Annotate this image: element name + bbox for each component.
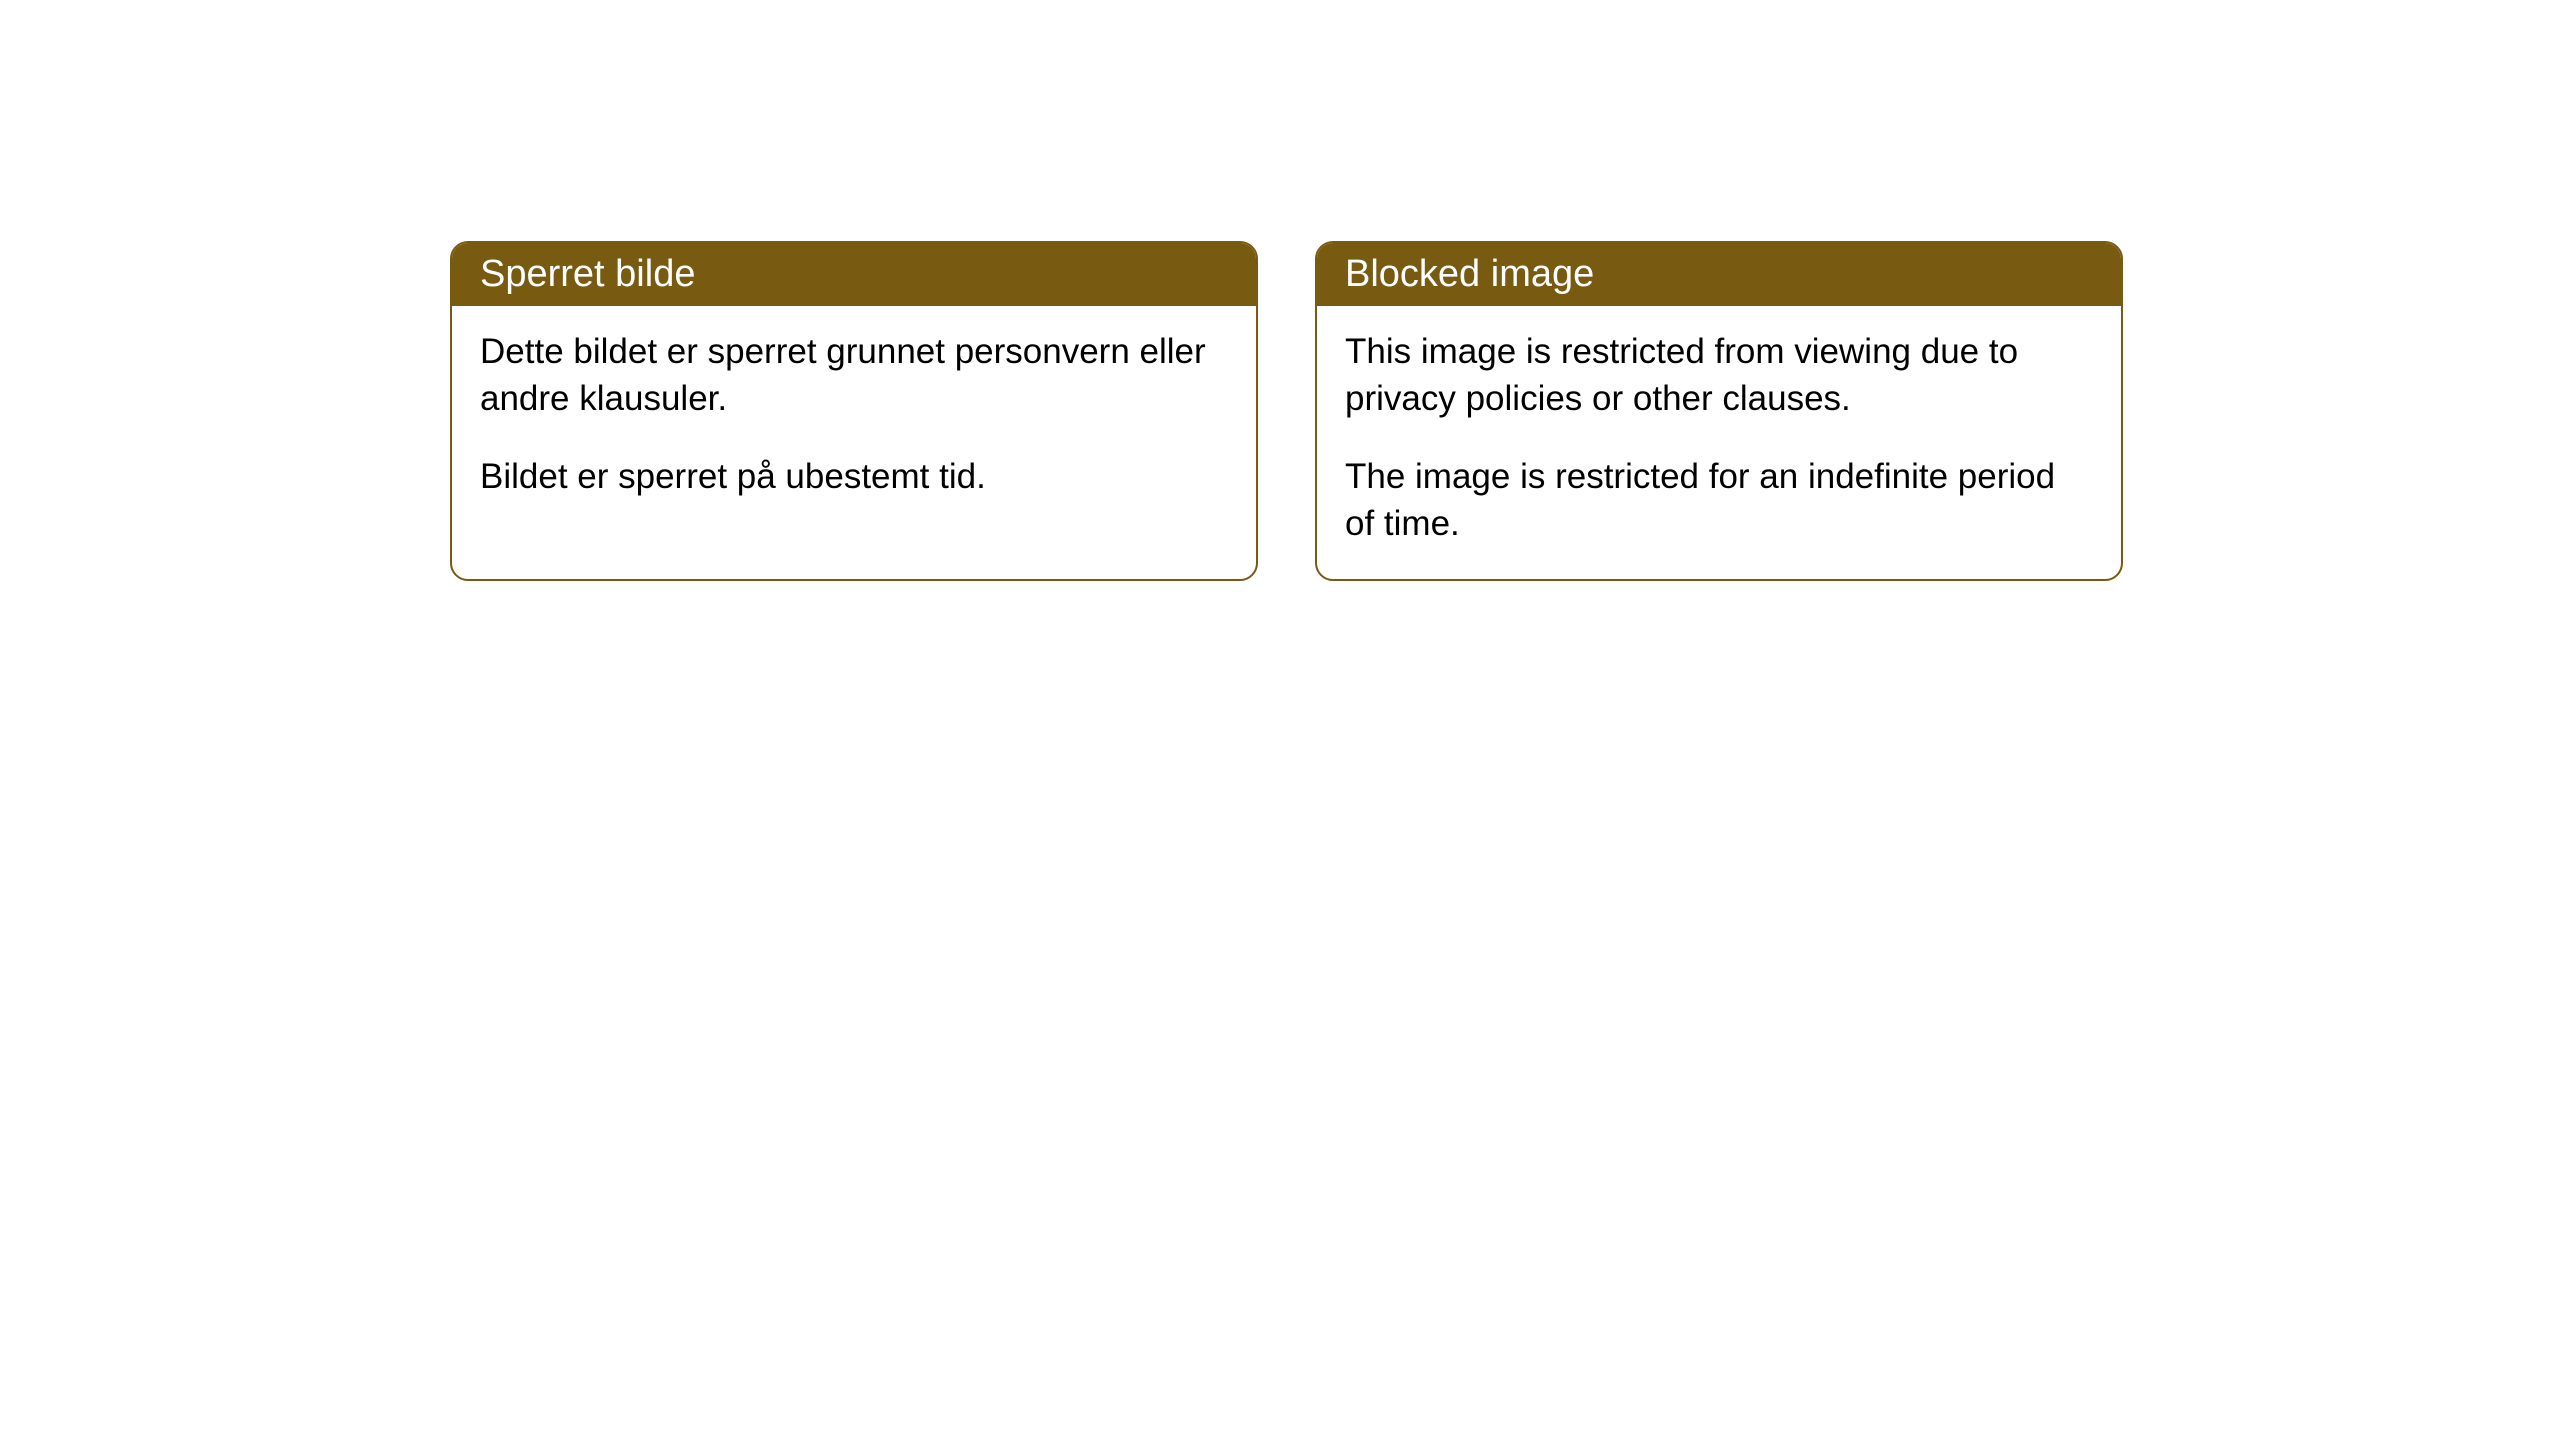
- card-header: Blocked image: [1317, 243, 2121, 306]
- notice-card-english: Blocked image This image is restricted f…: [1315, 241, 2123, 581]
- notice-paragraph: The image is restricted for an indefinit…: [1345, 453, 2093, 548]
- notice-paragraph: This image is restricted from viewing du…: [1345, 328, 2093, 423]
- card-title: Blocked image: [1345, 253, 1594, 295]
- notice-card-norwegian: Sperret bilde Dette bildet er sperret gr…: [450, 241, 1258, 581]
- card-body: This image is restricted from viewing du…: [1317, 306, 2121, 579]
- card-body: Dette bildet er sperret grunnet personve…: [452, 306, 1256, 532]
- card-title: Sperret bilde: [480, 253, 695, 295]
- notice-container: Sperret bilde Dette bildet er sperret gr…: [0, 0, 2560, 581]
- notice-paragraph: Dette bildet er sperret grunnet personve…: [480, 328, 1228, 423]
- notice-paragraph: Bildet er sperret på ubestemt tid.: [480, 453, 1228, 500]
- card-header: Sperret bilde: [452, 243, 1256, 306]
